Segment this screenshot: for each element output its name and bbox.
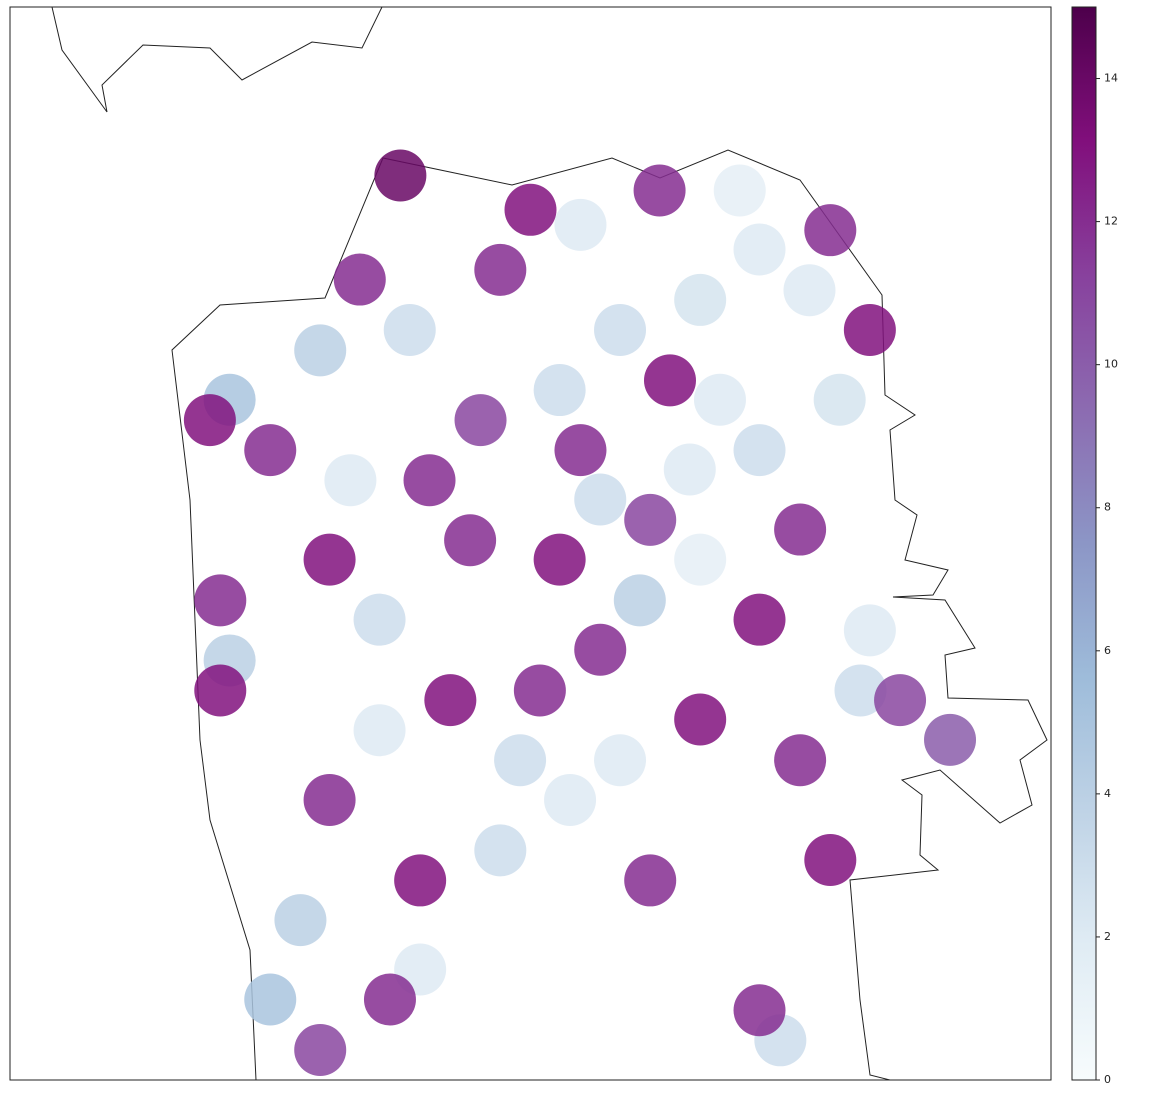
point <box>353 704 406 757</box>
colorbar-tick-label: 14 <box>1104 72 1118 85</box>
point <box>554 424 607 477</box>
point <box>333 253 386 306</box>
point <box>194 574 247 627</box>
point <box>924 713 977 766</box>
sf-outline <box>171 149 1048 1080</box>
point <box>733 984 786 1037</box>
point <box>674 273 727 326</box>
point <box>194 664 247 717</box>
point <box>454 394 507 447</box>
point <box>403 454 456 507</box>
point <box>843 303 896 356</box>
colorbar <box>1071 6 1097 1081</box>
point <box>594 303 647 356</box>
point <box>444 514 497 567</box>
point <box>383 303 436 356</box>
point <box>804 834 857 887</box>
point <box>674 693 727 746</box>
point <box>774 503 827 556</box>
colorbar-tick-label: 6 <box>1104 644 1111 657</box>
colorbar-tick-label: 0 <box>1104 1073 1111 1086</box>
point <box>674 533 727 586</box>
point <box>504 183 557 236</box>
point <box>834 664 887 717</box>
point <box>544 773 597 826</box>
point <box>353 593 406 646</box>
point <box>874 674 927 727</box>
point <box>244 973 297 1026</box>
point <box>303 533 356 586</box>
point <box>474 243 527 296</box>
point <box>733 223 786 276</box>
colorbar-tick-label: 10 <box>1104 358 1118 371</box>
point <box>274 894 327 947</box>
point <box>624 854 677 907</box>
point <box>183 394 236 447</box>
point <box>574 623 627 676</box>
point <box>633 164 686 217</box>
point <box>693 373 746 426</box>
colorbar-tick-label: 4 <box>1104 787 1111 800</box>
point <box>513 664 566 717</box>
colorbar-tick-label: 2 <box>1104 930 1111 943</box>
marin-outline <box>51 7 383 113</box>
point <box>474 824 527 877</box>
point <box>374 149 427 202</box>
point <box>533 533 586 586</box>
point <box>733 593 786 646</box>
point <box>783 264 836 317</box>
point <box>594 734 647 787</box>
point <box>843 604 896 657</box>
point <box>574 473 627 526</box>
point <box>663 443 716 496</box>
point <box>613 574 666 627</box>
point <box>363 973 416 1026</box>
coastline <box>51 7 1048 1080</box>
point <box>244 424 297 477</box>
point <box>804 204 857 257</box>
colorbar-tick-label: 8 <box>1104 501 1111 514</box>
point <box>294 1023 347 1076</box>
point <box>494 734 547 787</box>
point <box>424 674 477 727</box>
point <box>303 773 356 826</box>
point <box>733 424 786 477</box>
point <box>713 164 766 217</box>
point <box>533 364 586 417</box>
colorbar-tick-label: 12 <box>1104 215 1118 228</box>
point <box>643 354 696 407</box>
point <box>324 454 377 507</box>
point <box>624 493 677 546</box>
point <box>394 854 447 907</box>
point <box>813 373 866 426</box>
point <box>774 734 827 787</box>
points <box>183 149 977 1076</box>
point <box>554 198 607 251</box>
point <box>294 324 347 377</box>
map-frame <box>9 6 1052 1081</box>
